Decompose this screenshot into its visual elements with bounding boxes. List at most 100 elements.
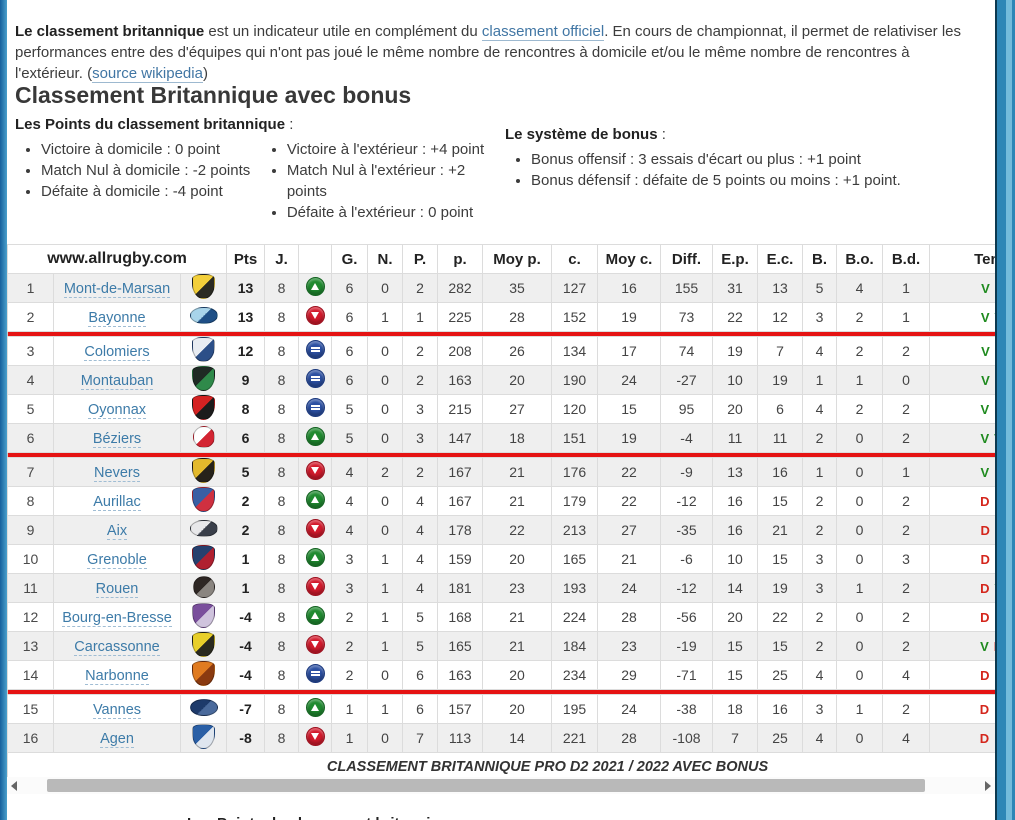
team-link[interactable]: Bayonne xyxy=(88,309,146,327)
content-area: Le classement britannique est un indicat… xyxy=(7,0,995,820)
team-link[interactable]: Vannes xyxy=(92,701,142,719)
cell-b: 4 xyxy=(802,660,838,690)
cell-bd: 3 xyxy=(882,544,931,574)
cell-p: 2 xyxy=(402,273,439,303)
zone-separator-line xyxy=(7,689,995,695)
cell-b: 5 xyxy=(802,273,838,303)
cell-moy-c: 17 xyxy=(597,336,662,366)
cell-b: 2 xyxy=(802,631,838,661)
team-link[interactable]: Oyonnax xyxy=(87,401,147,419)
cell-trend xyxy=(298,486,333,516)
cell-team: Montauban xyxy=(53,365,181,395)
cell-ep: 14 xyxy=(712,573,759,603)
horizontal-scrollbar[interactable] xyxy=(7,777,995,794)
cell-moy-c: 24 xyxy=(597,694,662,724)
scroll-right-icon[interactable] xyxy=(985,781,991,791)
cell-moy-p: 21 xyxy=(482,631,553,661)
team-link[interactable]: Mont-de-Marsan xyxy=(63,280,171,298)
zone-separator-line xyxy=(7,452,995,458)
trend-down-icon xyxy=(305,577,325,596)
col-diff: Diff. xyxy=(660,244,714,274)
team-link[interactable]: Montauban xyxy=(80,372,154,390)
cell-diff: 74 xyxy=(660,336,714,366)
cell-pp: 167 xyxy=(437,457,484,487)
cell-j: 8 xyxy=(264,486,300,516)
cell-p: 5 xyxy=(402,602,439,632)
cell-bd: 1 xyxy=(882,273,931,303)
cell-moy-p: 22 xyxy=(482,515,553,545)
header-row: www.allrugby.com Pts J. G. N. P. p. Moy … xyxy=(7,244,995,274)
cell-ec: 6 xyxy=(757,394,804,424)
cell-trend xyxy=(298,631,333,661)
cell-g: 4 xyxy=(331,457,369,487)
cell-p: 4 xyxy=(402,544,439,574)
cell-rank: 12 xyxy=(7,602,54,632)
scroll-left-icon[interactable] xyxy=(11,781,17,791)
cell-moy-c: 29 xyxy=(597,660,662,690)
cell-p: 3 xyxy=(402,423,439,453)
cell-rank: 7 xyxy=(7,457,54,487)
cell-ec: 19 xyxy=(757,573,804,603)
cell-c: 134 xyxy=(551,336,599,366)
bonus-list: Bonus offensif : 3 essais d'écart ou plu… xyxy=(505,149,975,191)
cell-j: 8 xyxy=(264,423,300,453)
table-row: 1 Mont-de-Marsan 13 8 6 0 2 282 35 127 16 155 31 13 5 4… xyxy=(7,273,995,303)
col-g: G. xyxy=(331,244,369,274)
cell-j: 8 xyxy=(264,365,300,395)
team-link[interactable]: Béziers xyxy=(92,430,142,448)
team-link[interactable]: Bourg-en-Bresse xyxy=(62,609,172,627)
team-link[interactable]: Grenoble xyxy=(87,551,147,569)
cell-bd: 1 xyxy=(882,457,931,487)
cell-b: 3 xyxy=(802,302,838,332)
cell-b: 1 xyxy=(802,457,838,487)
cell-rank: 11 xyxy=(7,573,54,603)
cell-team: Oyonnax xyxy=(53,394,181,424)
cell-moy-p: 21 xyxy=(482,602,553,632)
cell-b: 2 xyxy=(802,515,838,545)
cell-b: 2 xyxy=(802,602,838,632)
cell-tendance: VVVV xyxy=(929,365,995,395)
cell-team: Vannes xyxy=(53,694,181,724)
cell-pts: 1 xyxy=(226,573,266,603)
standings-table: www.allrugby.com Pts J. G. N. P. p. Moy … xyxy=(7,244,995,782)
points-rules-block: Les Points du classement britannique : V… xyxy=(15,116,495,223)
cell-g: 2 xyxy=(331,660,369,690)
cell-team: Mont-de-Marsan xyxy=(53,273,181,303)
cell-j: 8 xyxy=(264,660,300,690)
cell-rank: 1 xyxy=(7,273,54,303)
team-link[interactable]: Aurillac xyxy=(93,493,141,511)
cell-moy-p: 20 xyxy=(482,694,553,724)
team-link[interactable]: Colomiers xyxy=(84,343,150,361)
official-ranking-link[interactable]: classement officiel xyxy=(481,23,605,41)
cell-logo xyxy=(179,573,228,603)
team-link[interactable]: Nevers xyxy=(94,464,140,482)
scrollbar-thumb[interactable] xyxy=(47,779,925,792)
team-link[interactable]: Carcassonne xyxy=(74,638,160,656)
cell-b: 4 xyxy=(802,336,838,366)
cell-c: 179 xyxy=(551,486,599,516)
cell-pts: 13 xyxy=(226,273,266,303)
cell-bo: 4 xyxy=(836,273,884,303)
cell-pp: 159 xyxy=(437,544,484,574)
cell-diff: -19 xyxy=(660,631,714,661)
team-link[interactable]: Rouen xyxy=(95,580,139,598)
cell-g: 2 xyxy=(331,602,369,632)
team-link[interactable]: Aix xyxy=(106,522,128,540)
team-logo-icon xyxy=(189,520,218,537)
col-moy-p: Moy p. xyxy=(482,244,553,274)
cell-diff: 95 xyxy=(660,394,714,424)
wikipedia-source-link[interactable]: source wikipedia xyxy=(92,65,203,83)
team-link[interactable]: Narbonne xyxy=(85,667,149,685)
cell-b: 4 xyxy=(802,394,838,424)
trend-up-icon xyxy=(305,277,325,296)
trend-down-icon xyxy=(305,306,325,325)
team-link[interactable]: Agen xyxy=(100,730,134,748)
cell-tendance: DDDV xyxy=(929,486,995,516)
team-logo-icon xyxy=(189,307,218,324)
cell-c: 127 xyxy=(551,273,599,303)
cell-logo xyxy=(179,486,228,516)
team-logo-icon xyxy=(192,545,215,570)
rule-item: Bonus offensif : 3 essais d'écart ou plu… xyxy=(531,149,975,170)
cell-ec: 25 xyxy=(757,723,804,753)
